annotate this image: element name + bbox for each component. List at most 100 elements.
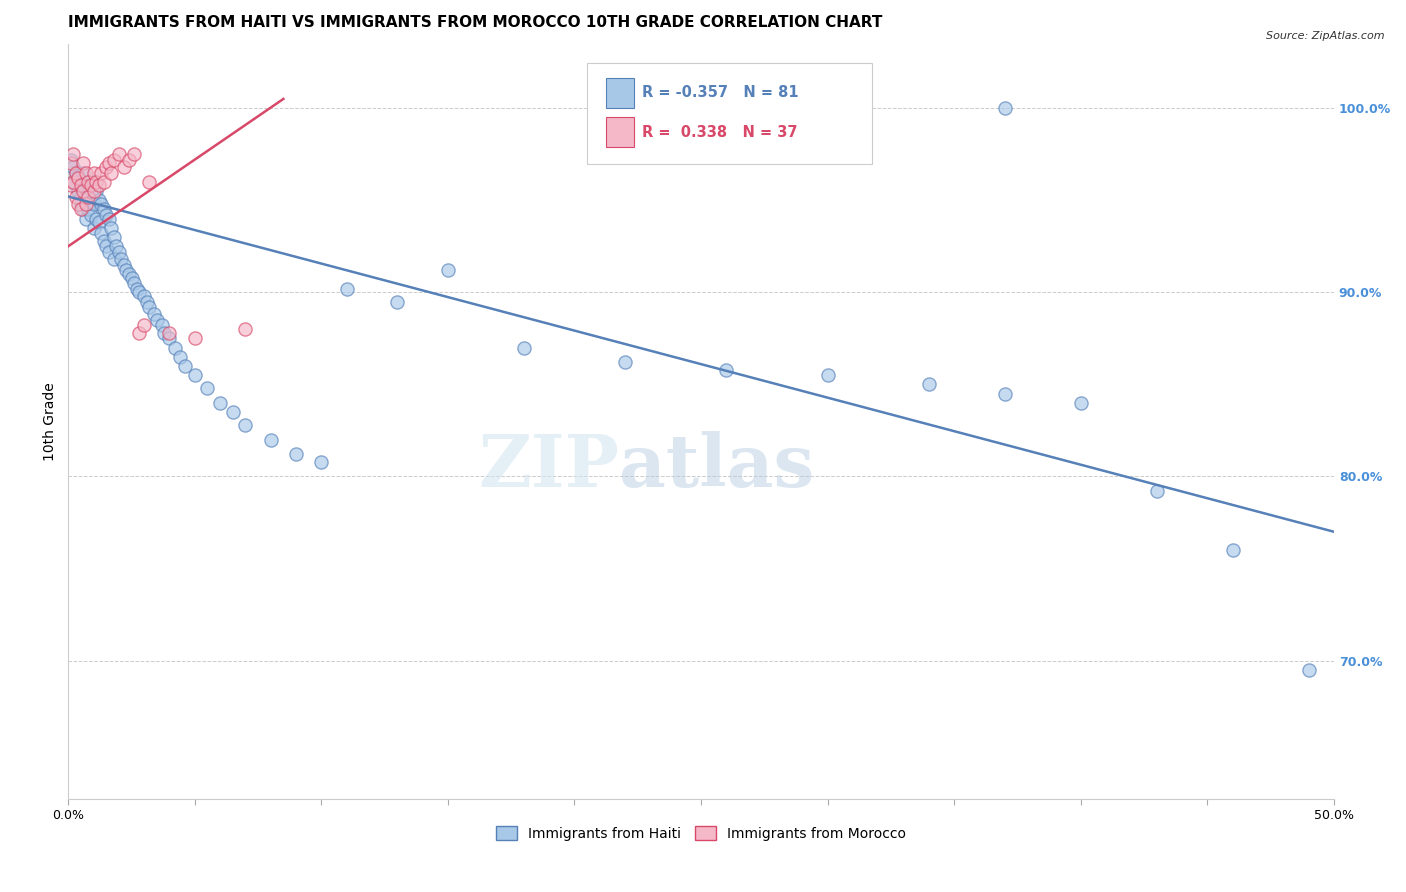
Point (222, 405, 245, 419)
Point (143, 307, 166, 321)
Point (311, 455, 333, 469)
Point (235, 417, 257, 432)
Point (716, 362, 738, 376)
Point (437, 263, 460, 277)
Point (84, 184, 107, 198)
Point (128, 326, 150, 340)
Point (1070, 396, 1092, 410)
Point (173, 359, 195, 373)
Point (72, 184, 94, 198)
Point (87, 178, 110, 193)
Point (75, 175, 97, 189)
Point (134, 289, 156, 303)
Point (96, 239, 118, 253)
Point (77, 178, 100, 193)
Point (96, 208, 118, 222)
Point (387, 294, 409, 309)
Point (115, 263, 138, 277)
Point (146, 313, 169, 327)
Point (122, 276, 145, 290)
Point (108, 244, 131, 259)
Point (135, 294, 157, 309)
Point (108, 147, 131, 161)
Point (72, 202, 94, 217)
Point (260, 433, 283, 447)
Point (118, 267, 141, 281)
Point (90, 165, 112, 179)
Point (93, 202, 115, 217)
Text: R =  0.338   N = 37: R = 0.338 N = 37 (641, 125, 797, 139)
Legend: Immigrants from Haiti, Immigrants from Morocco: Immigrants from Haiti, Immigrants from M… (491, 821, 911, 847)
Point (83, 175, 105, 189)
Point (994, 101, 1017, 115)
Point (159, 326, 181, 340)
Point (128, 285, 150, 300)
Point (83, 197, 105, 211)
Point (118, 153, 141, 167)
Point (87, 193, 110, 207)
Point (62, 175, 84, 189)
Point (90, 197, 112, 211)
Point (150, 318, 173, 333)
Point (138, 300, 160, 314)
Point (96, 160, 118, 174)
Point (103, 252, 125, 267)
Point (97, 211, 120, 226)
Point (103, 153, 125, 167)
Bar (606, 78, 634, 108)
Point (93, 175, 115, 189)
Point (112, 258, 135, 272)
Point (235, 322, 257, 336)
Point (184, 368, 207, 383)
Point (97, 156, 120, 170)
Point (67, 184, 90, 198)
Point (84, 175, 107, 189)
Bar (606, 117, 634, 147)
Point (67, 169, 90, 184)
Point (336, 282, 359, 296)
Point (125, 282, 148, 296)
Point (70, 189, 93, 203)
Point (59, 156, 82, 170)
Point (122, 147, 145, 161)
Point (80, 208, 103, 222)
Point (65, 189, 87, 203)
Point (75, 197, 97, 211)
Point (209, 396, 232, 410)
Point (153, 326, 176, 340)
Point (65, 165, 87, 179)
Point (93, 234, 115, 248)
Point (90, 227, 112, 241)
Point (163, 341, 186, 355)
Point (75, 211, 97, 226)
Point (1222, 543, 1244, 558)
Point (614, 355, 637, 369)
Point (87, 215, 110, 229)
Point (67, 171, 90, 186)
Point (97, 244, 120, 259)
Point (994, 386, 1017, 401)
Point (75, 189, 97, 203)
Point (1146, 484, 1168, 499)
Point (103, 230, 125, 244)
Point (72, 165, 94, 179)
Text: R = -0.357   N = 81: R = -0.357 N = 81 (641, 86, 799, 100)
Point (72, 156, 94, 170)
Point (65, 178, 87, 193)
Point (100, 165, 122, 179)
FancyBboxPatch shape (588, 62, 872, 164)
Point (159, 331, 181, 345)
Y-axis label: 10th Grade: 10th Grade (44, 382, 58, 460)
Point (918, 377, 941, 392)
Point (83, 220, 105, 235)
Text: IMMIGRANTS FROM HAITI VS IMMIGRANTS FROM MOROCCO 10TH GRADE CORRELATION CHART: IMMIGRANTS FROM HAITI VS IMMIGRANTS FROM… (69, 15, 883, 30)
Point (70, 178, 93, 193)
Point (75, 165, 97, 179)
Point (77, 175, 100, 189)
Point (59, 153, 82, 167)
Point (112, 160, 135, 174)
Point (110, 252, 132, 267)
Point (62, 147, 84, 161)
Point (513, 341, 536, 355)
Point (184, 331, 207, 345)
